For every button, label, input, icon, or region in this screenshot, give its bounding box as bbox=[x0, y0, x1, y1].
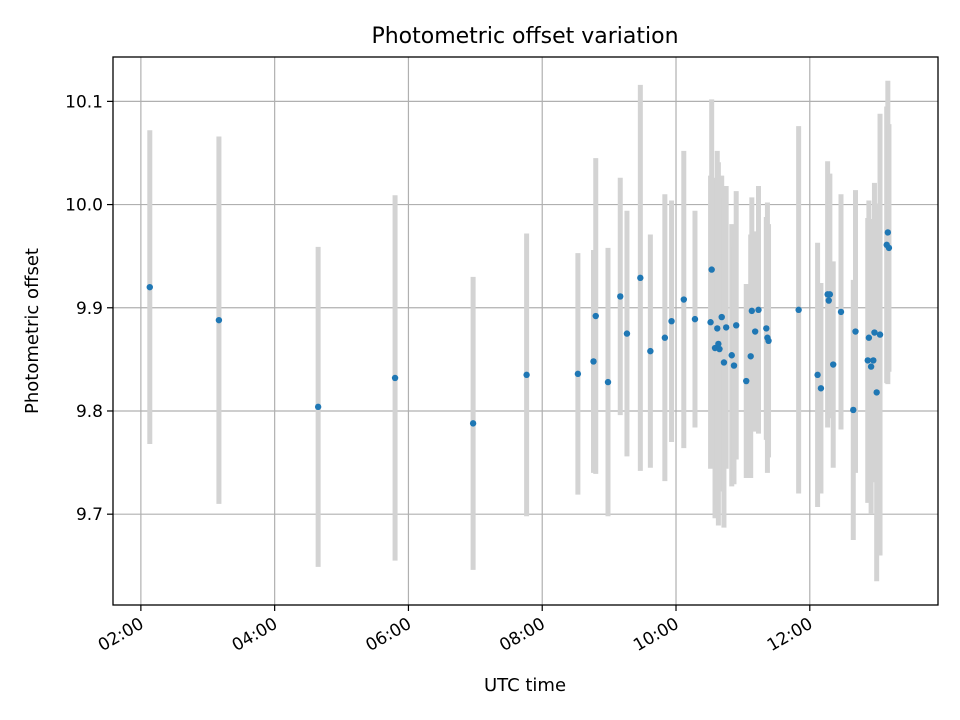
data-point bbox=[730, 362, 738, 369]
data-point bbox=[391, 374, 399, 382]
data-point bbox=[523, 371, 530, 379]
data-point bbox=[865, 334, 873, 341]
data-point bbox=[864, 357, 871, 364]
y-tick-label: 9.9 bbox=[76, 299, 103, 319]
data-point bbox=[755, 306, 762, 314]
data-point bbox=[817, 385, 825, 392]
data-point bbox=[825, 297, 832, 304]
data-points bbox=[146, 229, 893, 427]
y-tick-label: 10.1 bbox=[65, 92, 103, 112]
data-point bbox=[314, 403, 322, 411]
data-point bbox=[668, 317, 675, 325]
data-point bbox=[748, 307, 756, 315]
data-point bbox=[708, 266, 715, 273]
data-point bbox=[617, 293, 624, 300]
data-point bbox=[884, 229, 892, 236]
data-point bbox=[718, 313, 725, 321]
data-point bbox=[469, 420, 477, 427]
y-tick-label: 9.8 bbox=[76, 402, 103, 422]
data-point bbox=[715, 340, 722, 348]
y-tick-label: 10.0 bbox=[65, 196, 103, 216]
data-point bbox=[852, 328, 859, 335]
data-point bbox=[680, 296, 688, 303]
data-point bbox=[215, 316, 223, 324]
data-point bbox=[751, 328, 759, 335]
data-point bbox=[765, 337, 772, 345]
data-point bbox=[814, 371, 821, 379]
data-point bbox=[720, 359, 728, 366]
data-point bbox=[830, 361, 837, 368]
data-point bbox=[691, 315, 699, 323]
data-point bbox=[867, 363, 875, 370]
data-point bbox=[837, 308, 845, 316]
data-point bbox=[647, 347, 654, 355]
data-point bbox=[876, 331, 884, 338]
data-point bbox=[592, 312, 599, 320]
data-point bbox=[707, 319, 714, 326]
data-point bbox=[716, 345, 723, 353]
data-point bbox=[661, 334, 669, 341]
data-point bbox=[714, 325, 721, 332]
data-point bbox=[743, 377, 750, 385]
data-point bbox=[885, 244, 893, 252]
data-point bbox=[870, 357, 877, 364]
data-point bbox=[873, 389, 880, 396]
data-point bbox=[637, 274, 644, 282]
y-axis-ticks: 9.7 9.8 9.9 10.0 10.1 bbox=[65, 92, 113, 525]
data-point bbox=[722, 324, 730, 331]
data-point bbox=[747, 353, 754, 360]
data-point bbox=[146, 283, 153, 291]
data-point bbox=[604, 378, 612, 386]
data-point bbox=[574, 370, 582, 378]
data-point bbox=[850, 406, 857, 414]
y-tick-label: 9.7 bbox=[76, 505, 103, 525]
plot-frame bbox=[112, 56, 939, 606]
data-point bbox=[728, 352, 735, 359]
data-point bbox=[763, 325, 770, 332]
chart-title: Photometric offset variation bbox=[371, 24, 678, 49]
data-point bbox=[590, 358, 597, 365]
data-point bbox=[826, 291, 834, 298]
x-axis-label: UTC time bbox=[484, 675, 566, 696]
data-point bbox=[795, 306, 802, 314]
data-point bbox=[871, 329, 878, 336]
y-axis-label: Photometric offset bbox=[22, 248, 43, 414]
data-point bbox=[623, 330, 631, 337]
data-point bbox=[733, 322, 740, 329]
